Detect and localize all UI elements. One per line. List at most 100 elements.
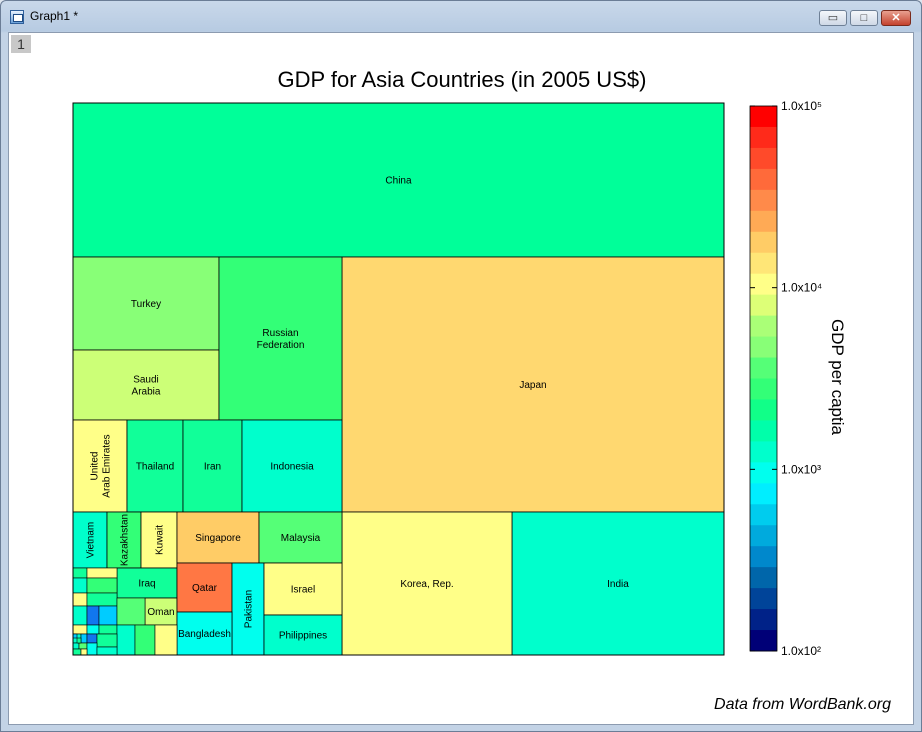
tile-small — [134, 624, 156, 656]
colorbar-tick-label: 1.0x10⁴ — [781, 281, 822, 295]
colorbar-segment — [750, 567, 777, 589]
colorbar-segment — [750, 609, 777, 631]
colorbar-segment — [750, 210, 777, 233]
colorbar-segment — [750, 525, 777, 547]
colorbar-tick-label: 1.0x10³ — [781, 462, 821, 476]
colorbar-title: GDP per captia — [828, 319, 847, 435]
graph-page[interactable]: 1 GDP for Asia Countries (in 2005 US$) C… — [8, 32, 914, 725]
tile-label-qatar: Qatar — [192, 583, 218, 594]
tile-small — [116, 597, 146, 626]
tile-small — [78, 642, 88, 650]
tile-small — [72, 577, 88, 594]
minimize-button[interactable]: ▭ — [819, 10, 847, 26]
close-button[interactable]: ✕ — [881, 10, 911, 26]
data-credit: Data from WordBank.org — [714, 696, 891, 713]
tile-label-japan: Japan — [519, 380, 546, 391]
treemap-chart: China Japan India Korea, Rep. Turkey Saudi Ara… — [72, 99, 847, 658]
colorbar-segment — [750, 420, 777, 442]
colorbar-segment — [750, 504, 777, 526]
tile-small — [76, 637, 82, 644]
tile-malaysia — [258, 511, 343, 564]
tile-turkey — [72, 256, 220, 351]
tile-small — [72, 642, 80, 650]
tile-label-russian-federation: Russian Federation — [257, 328, 305, 351]
tile-saudi-arabia — [72, 349, 220, 421]
tile-label-kuwait: Kuwait — [155, 525, 166, 555]
tile-indonesia — [241, 419, 343, 513]
tile-small — [98, 605, 118, 626]
colorbar-segment — [750, 168, 777, 191]
tile-thailand — [126, 419, 184, 513]
colorbar-segment — [750, 231, 777, 254]
tile-label-indonesia: Indonesia — [270, 462, 314, 473]
tile-iran — [182, 419, 243, 513]
colorbar-segment — [750, 315, 777, 338]
colorbar-tick-label: 1.0x10² — [781, 644, 821, 658]
tile-qatar — [176, 562, 233, 613]
tile-label-philippines: Philippines — [279, 631, 327, 642]
tile-label-united-arab-emirates: UnitedArab Emirates — [90, 434, 113, 497]
colorbar-segment — [750, 441, 777, 463]
tile-small — [86, 624, 100, 635]
tile-label-malaysia: Malaysia — [281, 533, 321, 544]
window-title: Graph1 * — [30, 9, 79, 23]
colorbar-segment — [750, 546, 777, 568]
colorbar-segment — [750, 189, 777, 212]
tile-kuwait — [140, 511, 178, 569]
tile-small — [72, 605, 88, 626]
plot-frame — [72, 102, 725, 656]
tile-small — [80, 648, 88, 656]
tile-israel — [263, 562, 343, 616]
tile-singapore — [176, 511, 260, 564]
tile-small — [86, 605, 100, 626]
colorbar-segment — [750, 630, 777, 652]
tile-china — [72, 102, 725, 258]
tile-small — [72, 633, 78, 639]
tile-label-singapore: Singapore — [195, 533, 241, 544]
tile-small — [116, 624, 136, 656]
tile-small — [98, 624, 118, 635]
colorbar-segment — [750, 273, 777, 296]
tile-iraq — [116, 567, 178, 599]
colorbar-segment — [750, 462, 777, 484]
tile-label-iran: Iran — [204, 462, 221, 473]
tile-label-turkey: Turkey — [131, 299, 161, 310]
colorbar-segment — [750, 106, 777, 128]
tile-small — [86, 642, 98, 656]
tile-label-china: China — [385, 176, 412, 187]
colorbar-segment — [750, 147, 777, 170]
colorbar-frame — [749, 105, 778, 652]
layer-tab[interactable]: 1 — [11, 35, 31, 53]
tile-kazakhstan — [106, 511, 142, 569]
tile-small — [96, 646, 118, 656]
colorbar-segment — [750, 252, 777, 275]
tile-small — [86, 577, 118, 594]
colorbar-segment — [750, 336, 777, 359]
tile-philippines — [263, 614, 343, 656]
colorbar-segment — [750, 399, 777, 421]
colorbar-tick-label: 1.0x10⁵ — [781, 99, 822, 113]
tile-small — [72, 648, 82, 656]
tile-label-korea-rep: Korea, Rep. — [400, 579, 453, 590]
tile-label-kazakhstan: Kazakhstan — [120, 514, 131, 566]
colorbar-segment — [750, 588, 777, 610]
tile-bangladesh — [176, 611, 233, 656]
title-bar[interactable]: Graph1 * ▭ □ ✕ — [1, 1, 921, 32]
chart-title: GDP for Asia Countries (in 2005 US$) — [277, 67, 647, 92]
colorbar-segment — [750, 483, 777, 505]
colorbar-segment — [750, 126, 777, 149]
tile-label-oman: Oman — [147, 607, 174, 618]
tile-small — [80, 633, 88, 644]
colorbar-segment — [750, 378, 777, 400]
tile-label-israel: Israel — [291, 585, 315, 596]
tile-india — [511, 511, 725, 656]
graph-window-icon[interactable] — [10, 10, 24, 24]
maximize-button[interactable]: □ — [850, 10, 878, 26]
tile-small — [72, 592, 88, 607]
tile-russian-federation — [218, 256, 343, 421]
tile-label-thailand: Thailand — [136, 462, 174, 473]
tile-label-iraq: Iraq — [138, 579, 155, 590]
tile-label-saudi-arabia: Saudi Arabia — [132, 375, 161, 398]
tile-small — [86, 567, 118, 579]
